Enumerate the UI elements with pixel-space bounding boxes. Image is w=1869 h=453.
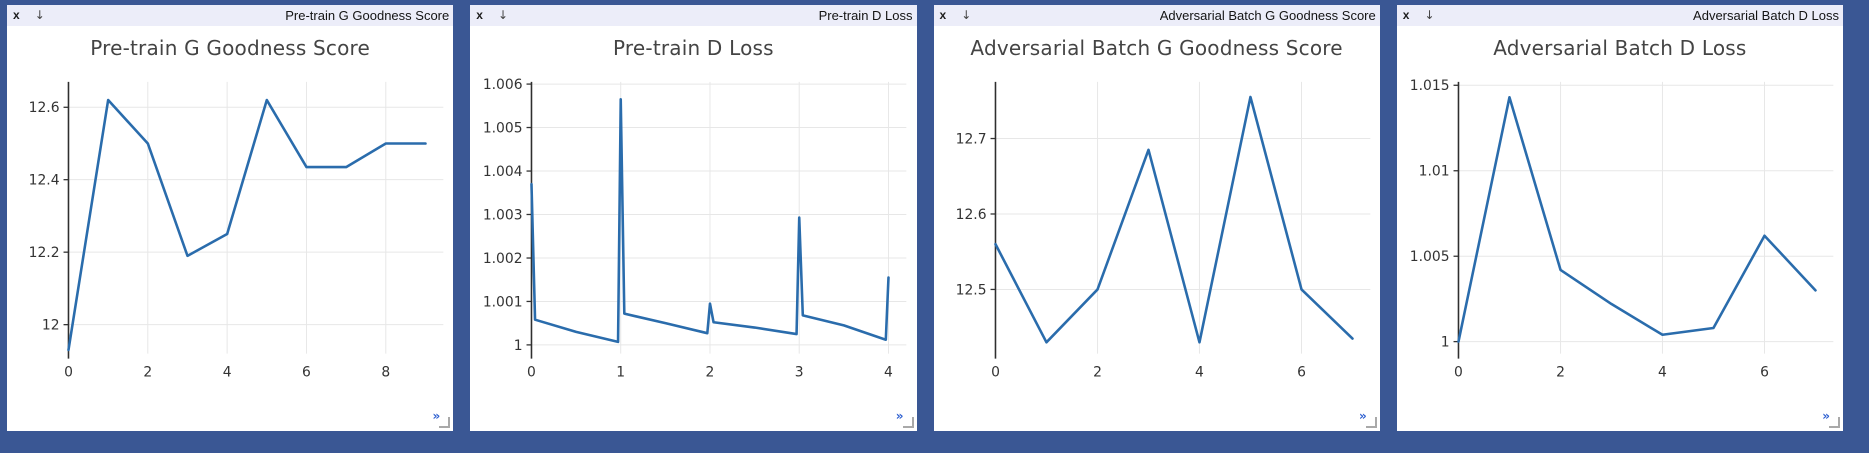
svg-text:12: 12 — [42, 318, 60, 334]
svg-text:2: 2 — [1093, 364, 1102, 380]
svg-text:1.003: 1.003 — [483, 207, 523, 223]
svg-text:12.7: 12.7 — [955, 131, 986, 147]
panel-titlebar: x ↓ Adversarial Batch D Loss — [1396, 5, 1843, 26]
svg-text:6: 6 — [1760, 364, 1769, 380]
svg-text:3: 3 — [795, 364, 804, 380]
svg-text:1.01: 1.01 — [1418, 164, 1449, 180]
download-arrow-icon[interactable]: ↓ — [1424, 8, 1435, 22]
svg-text:4: 4 — [884, 364, 893, 380]
svg-text:12.6: 12.6 — [955, 207, 986, 223]
panel-titlebar: x ↓ Pre-train D Loss — [470, 5, 917, 26]
close-icon[interactable]: x — [476, 8, 483, 22]
svg-text:0: 0 — [527, 364, 536, 380]
panel-titlebar: x ↓ Adversarial Batch G Goodness Score — [933, 5, 1380, 26]
panel-titlebar: x ↓ Pre-train G Goodness Score — [7, 5, 454, 26]
close-icon[interactable]: x — [13, 8, 20, 22]
chart-title: Adversarial Batch G Goodness Score — [970, 36, 1343, 60]
resize-grip-icon[interactable] — [902, 417, 914, 428]
svg-text:0: 0 — [64, 364, 73, 380]
chart-title: Adversarial Batch D Loss — [1493, 36, 1747, 60]
resize-grip-icon[interactable] — [1829, 417, 1840, 428]
panel-adversarial-g-goodness: x ↓ Adversarial Batch G Goodness Score A… — [933, 5, 1380, 431]
svg-text:1: 1 — [617, 364, 626, 380]
svg-text:1.001: 1.001 — [483, 294, 523, 310]
svg-text:1.015: 1.015 — [1410, 78, 1450, 94]
line-chart: 12.5 12.6 12.7 0 2 4 6 — [955, 81, 1370, 380]
download-arrow-icon[interactable]: ↓ — [34, 8, 45, 22]
line-chart: 1 1.005 1.01 1.015 0 2 4 6 — [1410, 78, 1834, 380]
svg-text:6: 6 — [1297, 364, 1306, 380]
svg-text:1.005: 1.005 — [1410, 249, 1450, 265]
svg-text:12.5: 12.5 — [955, 282, 986, 298]
svg-text:12.4: 12.4 — [29, 173, 60, 189]
svg-text:6: 6 — [302, 364, 311, 380]
svg-text:1.002: 1.002 — [483, 251, 523, 267]
expand-chevrons-icon[interactable]: » — [895, 409, 904, 423]
chart-title: Pre-train D Loss — [613, 36, 774, 60]
svg-text:1.006: 1.006 — [483, 77, 523, 93]
svg-text:2: 2 — [1556, 364, 1565, 380]
svg-text:4: 4 — [1658, 364, 1667, 380]
svg-text:8: 8 — [381, 364, 390, 380]
line-chart: 12 12.2 12.4 12.6 0 2 4 6 8 — [29, 81, 444, 380]
expand-chevrons-icon[interactable]: » — [1358, 409, 1367, 423]
svg-text:4: 4 — [223, 364, 232, 380]
svg-text:12.6: 12.6 — [29, 100, 60, 116]
panel-title: Pre-train D Loss — [818, 8, 913, 23]
close-icon[interactable]: x — [1402, 8, 1410, 22]
svg-text:4: 4 — [1195, 364, 1204, 380]
chart-title: Pre-train G Goodness Score — [90, 36, 371, 60]
expand-chevrons-icon[interactable]: » — [432, 409, 441, 423]
panel-title: Adversarial Batch G Goodness Score — [1159, 8, 1376, 23]
svg-text:1.005: 1.005 — [483, 120, 523, 136]
expand-chevrons-icon[interactable]: » — [1822, 409, 1830, 423]
panel-title: Adversarial Batch D Loss — [1693, 8, 1839, 23]
panel-pretrain-d-loss: x ↓ Pre-train D Loss Pre-train D Loss 1 1… — [470, 5, 917, 431]
svg-text:2: 2 — [706, 364, 715, 380]
svg-text:1.004: 1.004 — [483, 164, 523, 180]
svg-text:2: 2 — [143, 364, 152, 380]
svg-text:1: 1 — [514, 338, 523, 354]
resize-grip-icon[interactable] — [1365, 417, 1377, 428]
svg-text:12.2: 12.2 — [29, 245, 60, 261]
svg-text:0: 0 — [1454, 364, 1463, 380]
panel-title: Pre-train G Goodness Score — [285, 8, 450, 23]
panel-adversarial-d-loss: x ↓ Adversarial Batch D Loss Adversarial… — [1396, 5, 1843, 431]
svg-text:0: 0 — [991, 364, 1000, 380]
svg-text:1: 1 — [1440, 335, 1449, 351]
download-arrow-icon[interactable]: ↓ — [497, 8, 508, 22]
resize-grip-icon[interactable] — [439, 417, 451, 428]
close-icon[interactable]: x — [939, 8, 947, 22]
download-arrow-icon[interactable]: ↓ — [961, 8, 972, 22]
panel-pretrain-g-goodness: x ↓ Pre-train G Goodness Score Pre-train… — [7, 5, 454, 431]
